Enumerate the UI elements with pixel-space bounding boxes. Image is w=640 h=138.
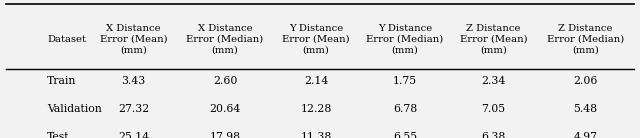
Text: Y Distance
Error (Mean)
(mm): Y Distance Error (Mean) (mm) bbox=[282, 24, 349, 55]
Text: 7.05: 7.05 bbox=[481, 104, 506, 114]
Text: Dataset: Dataset bbox=[47, 35, 86, 44]
Text: 6.38: 6.38 bbox=[481, 132, 506, 138]
Text: 5.48: 5.48 bbox=[573, 104, 598, 114]
Text: 2.34: 2.34 bbox=[481, 76, 506, 86]
Text: 2.60: 2.60 bbox=[212, 76, 237, 86]
Text: 4.97: 4.97 bbox=[573, 132, 598, 138]
Text: 3.43: 3.43 bbox=[122, 76, 145, 86]
Text: Test: Test bbox=[47, 132, 70, 138]
Text: 1.75: 1.75 bbox=[393, 76, 417, 86]
Text: 6.78: 6.78 bbox=[393, 104, 417, 114]
Text: 6.55: 6.55 bbox=[393, 132, 417, 138]
Text: Y Distance
Error (Median)
(mm): Y Distance Error (Median) (mm) bbox=[366, 24, 444, 55]
Text: 2.14: 2.14 bbox=[304, 76, 328, 86]
Text: 27.32: 27.32 bbox=[118, 104, 149, 114]
Text: 11.38: 11.38 bbox=[300, 132, 332, 138]
Text: 25.14: 25.14 bbox=[118, 132, 149, 138]
Text: Z Distance
Error (Mean)
(mm): Z Distance Error (Mean) (mm) bbox=[460, 24, 527, 55]
Text: 12.28: 12.28 bbox=[300, 104, 332, 114]
Text: Z Distance
Error (Median)
(mm): Z Distance Error (Median) (mm) bbox=[547, 24, 624, 55]
Text: Train: Train bbox=[47, 76, 77, 86]
Text: 17.98: 17.98 bbox=[209, 132, 241, 138]
Text: Validation: Validation bbox=[47, 104, 102, 114]
Text: 20.64: 20.64 bbox=[209, 104, 241, 114]
Text: 2.06: 2.06 bbox=[573, 76, 598, 86]
Text: X Distance
Error (Mean)
(mm): X Distance Error (Mean) (mm) bbox=[100, 24, 167, 55]
Text: X Distance
Error (Median)
(mm): X Distance Error (Median) (mm) bbox=[186, 24, 264, 55]
